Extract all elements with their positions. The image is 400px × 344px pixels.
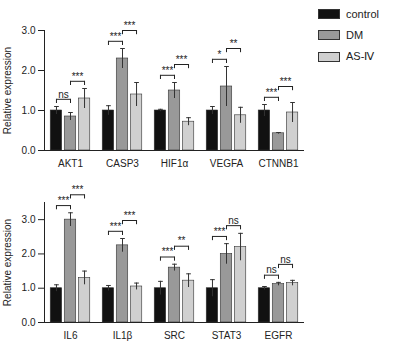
svg-text:3.0: 3.0 [22, 214, 36, 225]
svg-text:0.0: 0.0 [22, 145, 36, 156]
svg-text:CTNNB1: CTNNB1 [258, 158, 298, 169]
svg-text:1.0: 1.0 [22, 282, 36, 293]
svg-text:***: *** [110, 31, 122, 42]
svg-text:ns: ns [266, 264, 277, 275]
svg-text:Relative expression: Relative expression [2, 219, 13, 306]
svg-text:3.0: 3.0 [22, 25, 36, 36]
svg-text:***: *** [124, 20, 136, 31]
svg-text:***: *** [124, 210, 136, 221]
svg-text:***: *** [72, 184, 84, 195]
svg-text:***: *** [176, 54, 188, 65]
svg-text:IL1β: IL1β [113, 330, 133, 341]
svg-text:IL6: IL6 [64, 330, 78, 341]
svg-text:Relative expression: Relative expression [2, 47, 13, 134]
svg-text:***: *** [162, 246, 174, 257]
svg-text:***: *** [58, 195, 70, 206]
svg-text:VEGFA: VEGFA [210, 158, 244, 169]
svg-text:***: *** [280, 76, 292, 87]
svg-text:***: *** [266, 87, 278, 98]
svg-text:0.0: 0.0 [22, 317, 36, 328]
svg-text:EGFR: EGFR [265, 330, 293, 341]
html-text:AS-Ⅳ: AS-Ⅳ [346, 50, 375, 62]
svg-text:SRC: SRC [164, 330, 185, 341]
svg-text:***: *** [214, 226, 226, 237]
svg-text:2.0: 2.0 [22, 248, 36, 259]
svg-text:HIF1α: HIF1α [161, 158, 189, 169]
svg-text:***: *** [72, 71, 84, 82]
svg-text:**: ** [230, 38, 238, 49]
svg-text:STAT3: STAT3 [212, 330, 242, 341]
html-text:DM: DM [346, 29, 364, 41]
svg-text:***: *** [110, 221, 122, 232]
svg-text:*: * [218, 49, 222, 60]
svg-text:2.0: 2.0 [22, 65, 36, 76]
svg-text:ns: ns [228, 215, 239, 226]
svg-text:AKT1: AKT1 [58, 158, 83, 169]
svg-text:ns: ns [58, 89, 69, 100]
svg-text:ns: ns [280, 254, 291, 265]
svg-text:CASP3: CASP3 [106, 158, 139, 169]
html-text:control: control [346, 8, 379, 20]
svg-text:1.0: 1.0 [22, 105, 36, 116]
svg-text:***: *** [162, 65, 174, 76]
svg-text:**: ** [178, 235, 186, 246]
